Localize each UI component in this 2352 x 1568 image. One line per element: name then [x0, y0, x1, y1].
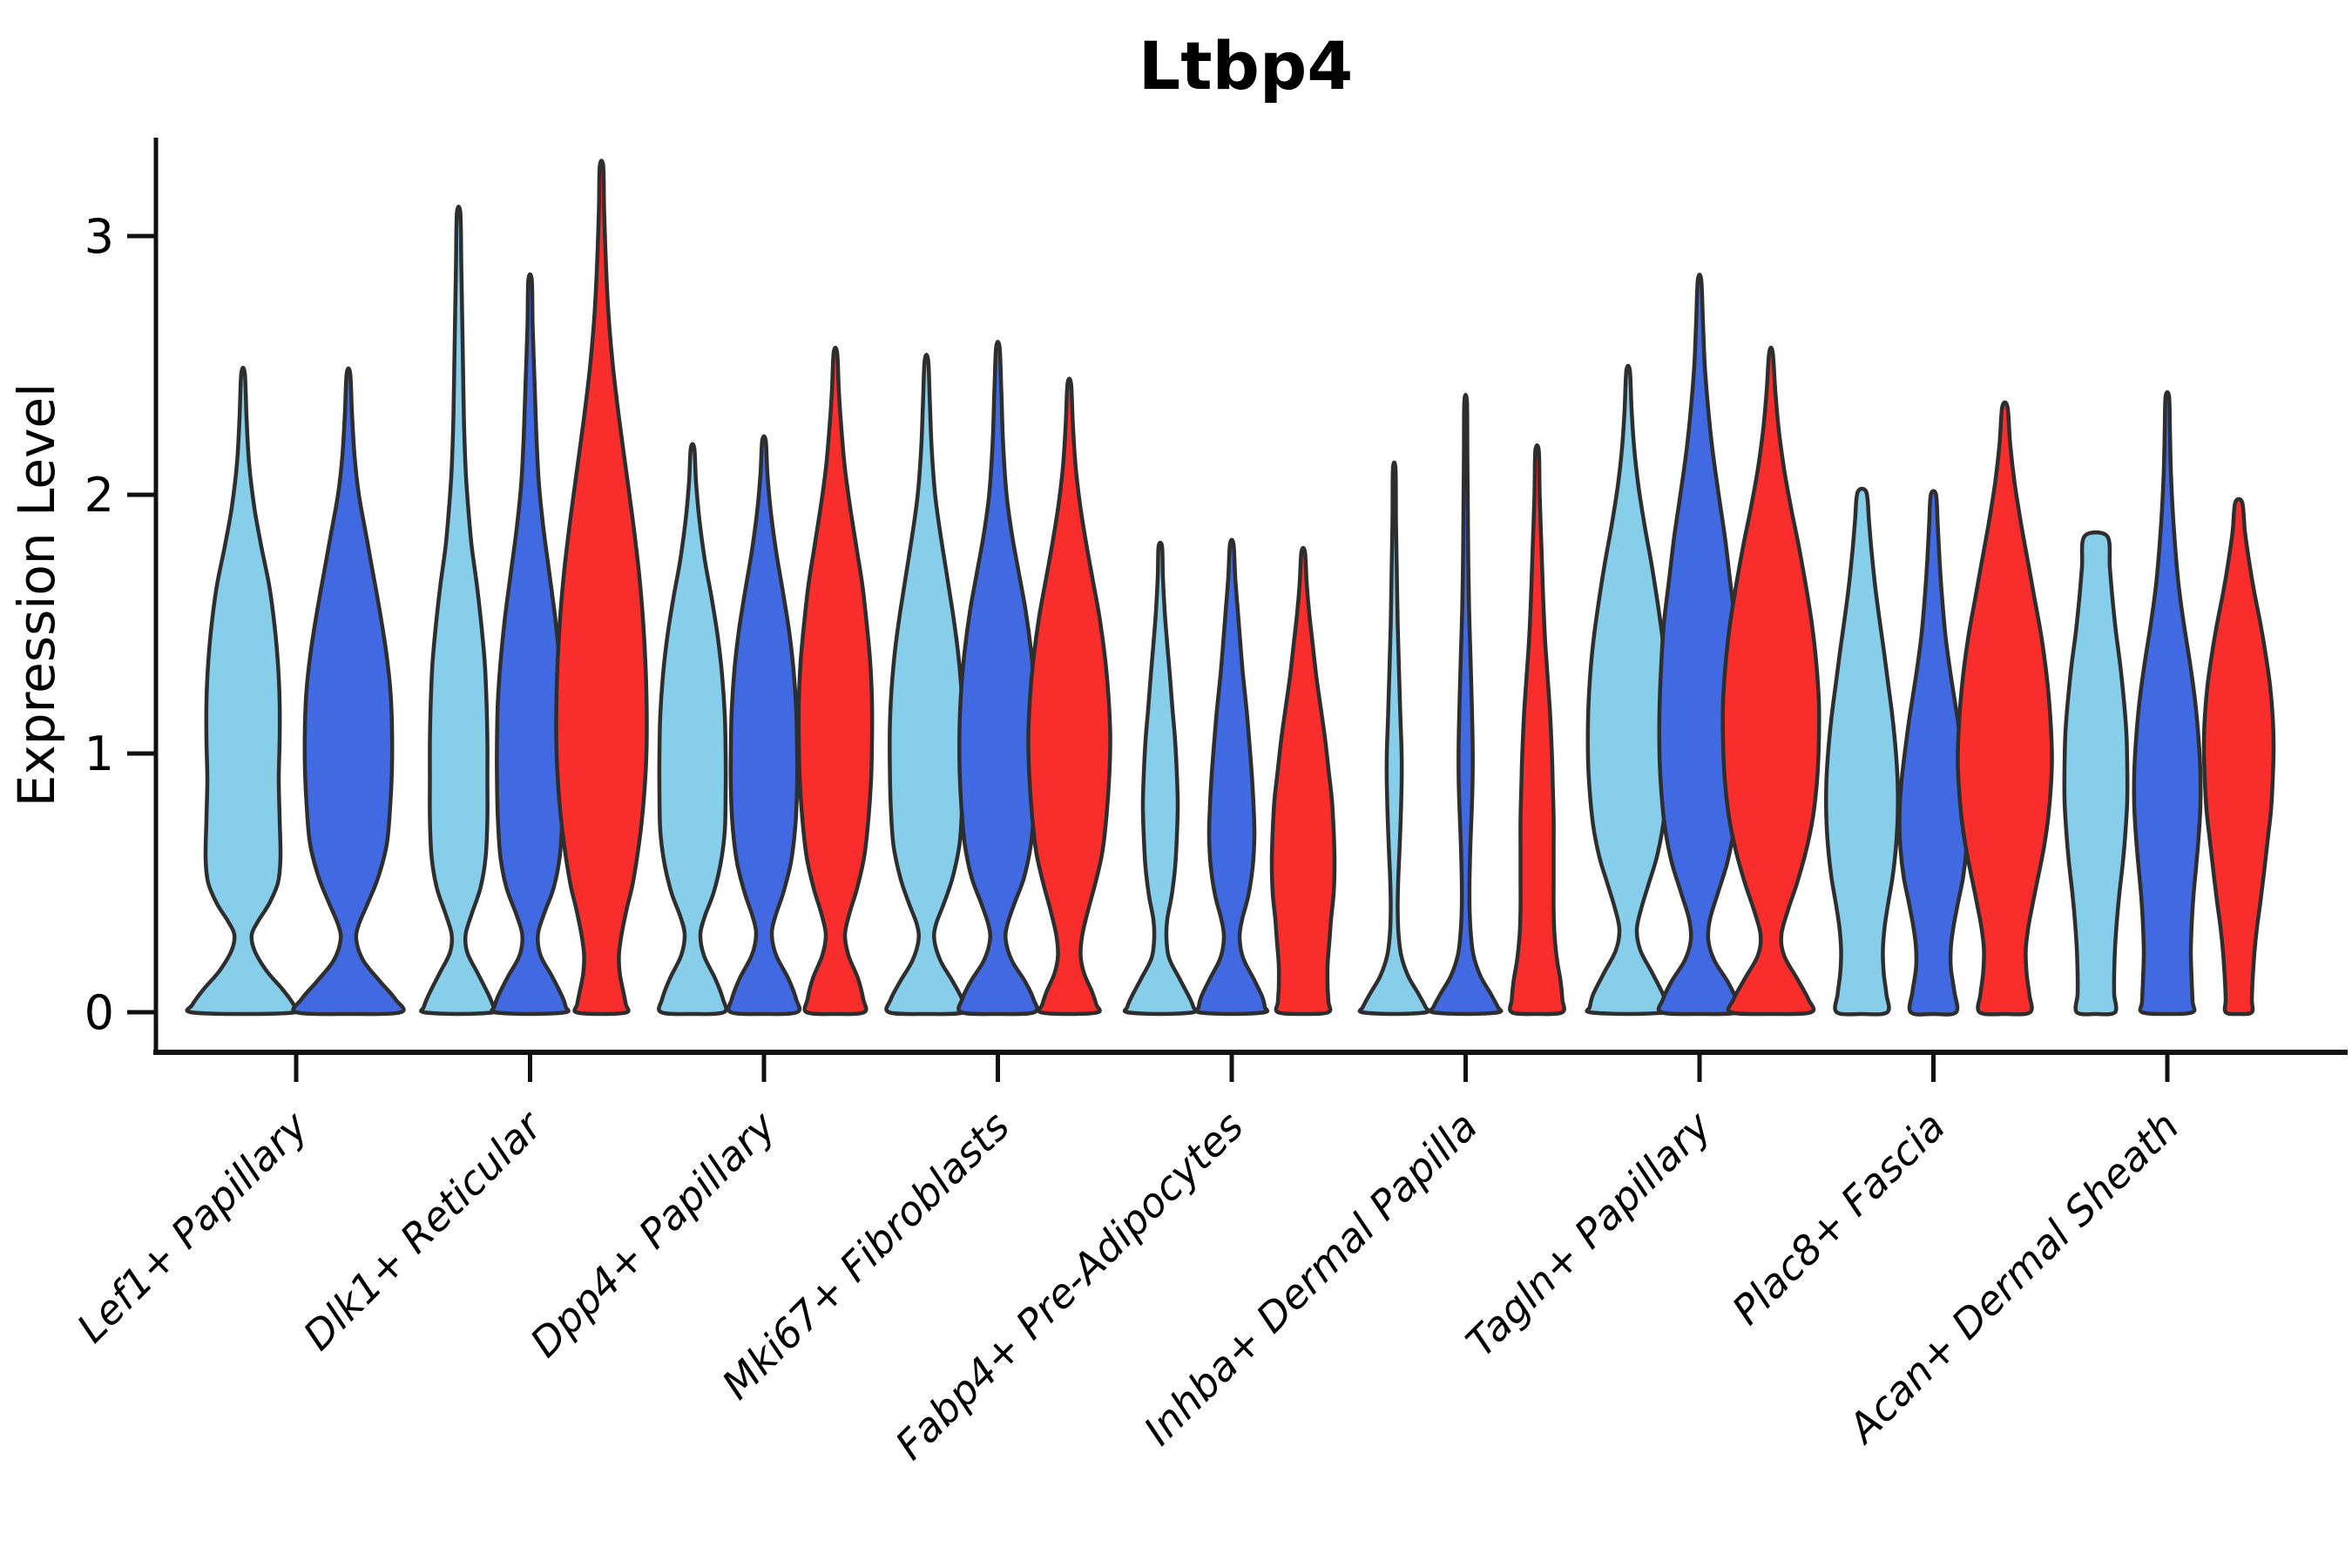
- violin-red: [1508, 443, 1566, 1017]
- violin-royalblue: [2132, 390, 2203, 1017]
- x-tick-label: Plac8+ Fascia: [1723, 1103, 1954, 1334]
- x-tick-label: Lef1+ Papillary: [68, 1102, 317, 1351]
- violin-royalblue: [1428, 393, 1504, 1017]
- y-tick-label: 3: [84, 209, 114, 264]
- violin-skyblue: [1585, 363, 1672, 1017]
- x-tick-label: Dpp4+ Papillary: [521, 1102, 785, 1366]
- violin-skyblue: [1122, 540, 1199, 1017]
- violin-red: [1956, 400, 2054, 1017]
- violin-red: [554, 159, 649, 1017]
- violin-skyblue: [419, 205, 498, 1017]
- violin-red: [1720, 345, 1821, 1017]
- violins-layer: [185, 159, 2276, 1017]
- violin-royalblue: [291, 366, 406, 1017]
- violin-skyblue: [884, 352, 969, 1017]
- chart-title: Ltbp4: [1139, 27, 1353, 105]
- y-tick-label: 2: [84, 468, 114, 523]
- violin-red: [1269, 545, 1337, 1017]
- y-axis-label: Expression Level: [7, 383, 66, 807]
- violin-royalblue: [956, 340, 1039, 1017]
- violin-royalblue: [1193, 537, 1270, 1017]
- y-tick-label: 1: [84, 727, 114, 781]
- violin-skyblue: [2062, 530, 2130, 1017]
- violin-red: [2201, 497, 2276, 1017]
- violin-skyblue: [657, 442, 728, 1017]
- violin-skyblue: [1357, 460, 1431, 1017]
- violin-skyblue: [185, 365, 301, 1017]
- violin-skyblue: [1824, 486, 1900, 1017]
- violin-red: [1026, 376, 1112, 1017]
- y-tick-label: 0: [84, 985, 114, 1040]
- x-tick-label: Dlk1+ Reticular: [294, 1100, 553, 1359]
- x-tick-label: Tagln+ Papillary: [1456, 1102, 1720, 1366]
- violin-royalblue: [726, 434, 802, 1017]
- violin-red: [796, 345, 875, 1017]
